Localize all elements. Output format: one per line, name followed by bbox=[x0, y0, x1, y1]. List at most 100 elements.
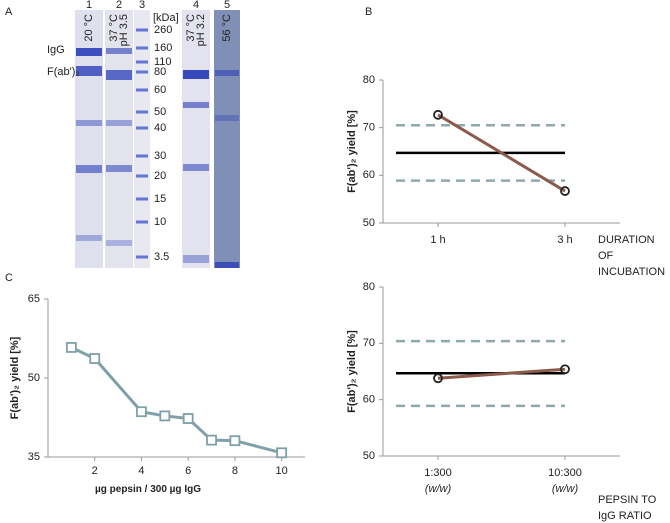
y-tick-label: 60 bbox=[363, 394, 375, 406]
marker-band bbox=[136, 174, 148, 178]
x-tick-label: 3 h bbox=[557, 234, 572, 246]
lane-number: 1 bbox=[86, 0, 92, 11]
gel-band bbox=[183, 164, 209, 171]
band-label: IgG bbox=[47, 44, 65, 56]
gel-lane bbox=[134, 10, 150, 268]
point bbox=[136, 406, 147, 418]
x-tick-label: 2 bbox=[92, 465, 98, 477]
marker-band bbox=[136, 46, 148, 50]
marker-size: 30 bbox=[154, 150, 166, 162]
gel-band bbox=[183, 255, 209, 263]
lane-label: 37 °C bbox=[185, 14, 197, 42]
lane-label: pH 3.5 bbox=[118, 14, 130, 46]
lane-label: 56 °C bbox=[221, 14, 233, 42]
gel-band bbox=[76, 235, 102, 241]
y-tick-label: 70 bbox=[363, 337, 375, 349]
point bbox=[206, 434, 217, 446]
marker-unit: [kDa] bbox=[153, 12, 179, 24]
lane-number: 2 bbox=[116, 0, 122, 11]
lane-number: 3 bbox=[139, 0, 145, 11]
series-line bbox=[437, 367, 566, 380]
gel-band bbox=[106, 70, 132, 80]
point bbox=[276, 447, 288, 459]
gel-band bbox=[215, 262, 239, 268]
x-tick-label: 10:300 bbox=[548, 467, 582, 479]
point bbox=[89, 353, 101, 364]
y-tick-label: 50 bbox=[363, 450, 375, 462]
marker-band bbox=[136, 88, 148, 92]
y-tick-label: 65 bbox=[28, 293, 40, 305]
lane-label: pH 3.2 bbox=[195, 14, 207, 46]
marker-band bbox=[136, 255, 148, 259]
y-tick-label: 35 bbox=[28, 451, 40, 463]
point bbox=[229, 435, 241, 447]
point bbox=[159, 410, 171, 422]
panel-label: A bbox=[5, 6, 13, 18]
marker-band bbox=[136, 220, 148, 224]
gel-gap bbox=[150, 10, 182, 268]
point bbox=[560, 364, 570, 375]
marker-band bbox=[136, 197, 148, 201]
gel-band bbox=[215, 70, 239, 76]
panel-label: C bbox=[5, 272, 13, 284]
y-tick-label: 50 bbox=[28, 372, 40, 384]
marker-band bbox=[136, 60, 148, 64]
marker-size: 3.5 bbox=[154, 251, 169, 263]
gel-band bbox=[76, 66, 102, 76]
marker-size: 15 bbox=[154, 193, 166, 205]
x-tick-label: 6 bbox=[185, 465, 191, 477]
x-axis-label: DURATION OF INCUBATION bbox=[598, 234, 666, 278]
marker-size: 260 bbox=[154, 24, 172, 36]
lane-label: 37 °C bbox=[108, 14, 120, 42]
marker-size: 10 bbox=[154, 216, 166, 228]
point bbox=[182, 413, 194, 424]
y-axis-label: F(ab')₂ yield [%] bbox=[346, 110, 358, 193]
marker-band bbox=[136, 70, 148, 74]
x-tick-note: (w/w) bbox=[425, 483, 452, 495]
gel-band bbox=[76, 120, 102, 126]
marker-size: 40 bbox=[154, 122, 166, 134]
gel-band bbox=[106, 165, 132, 172]
gel-band bbox=[106, 120, 132, 126]
y-axis-label: F(ab')₂ yield [%] bbox=[346, 330, 358, 413]
y-tick-label: 80 bbox=[363, 281, 375, 293]
marker-band bbox=[136, 154, 148, 158]
gel-band bbox=[106, 240, 132, 246]
point bbox=[433, 109, 443, 120]
x-tick-label: 1 h bbox=[430, 234, 445, 246]
series-line bbox=[70, 346, 283, 455]
band-label: F(ab')₂ bbox=[47, 66, 80, 78]
lane-number: 4 bbox=[193, 0, 199, 11]
gel-lane bbox=[182, 10, 210, 268]
point bbox=[65, 342, 77, 353]
lane-label: 20 °C bbox=[83, 14, 95, 42]
gel-band bbox=[183, 70, 209, 79]
marker-band bbox=[136, 126, 148, 130]
gel-band bbox=[106, 48, 132, 54]
marker-band bbox=[136, 110, 148, 114]
marker-size: 60 bbox=[154, 84, 166, 96]
x-tick-label: 1:300 bbox=[424, 467, 452, 479]
panel-label: B bbox=[365, 6, 372, 18]
marker-size: 20 bbox=[154, 170, 166, 182]
marker-size: 80 bbox=[154, 66, 166, 78]
gel-band bbox=[215, 115, 239, 121]
gel-band bbox=[183, 102, 209, 108]
y-axis-label: F(ab')₂ yield [%] bbox=[9, 336, 21, 419]
lane-number: 5 bbox=[224, 0, 230, 11]
marker-size: 160 bbox=[154, 42, 172, 54]
marker-size: 110 bbox=[154, 56, 172, 68]
point bbox=[560, 186, 570, 196]
gel-band bbox=[76, 48, 102, 56]
point bbox=[433, 373, 443, 384]
x-tick-label: 4 bbox=[138, 465, 144, 477]
x-tick-note: (w/w) bbox=[552, 483, 579, 495]
x-axis-label: PEPSIN TO IgG RATIO bbox=[598, 494, 657, 522]
series-line bbox=[437, 113, 566, 193]
x-axis-label: µg pepsin / 300 µg IgG bbox=[95, 484, 201, 495]
marker-size: 50 bbox=[154, 106, 166, 118]
x-tick-label: 10 bbox=[276, 465, 288, 477]
gel-lane bbox=[214, 10, 240, 268]
